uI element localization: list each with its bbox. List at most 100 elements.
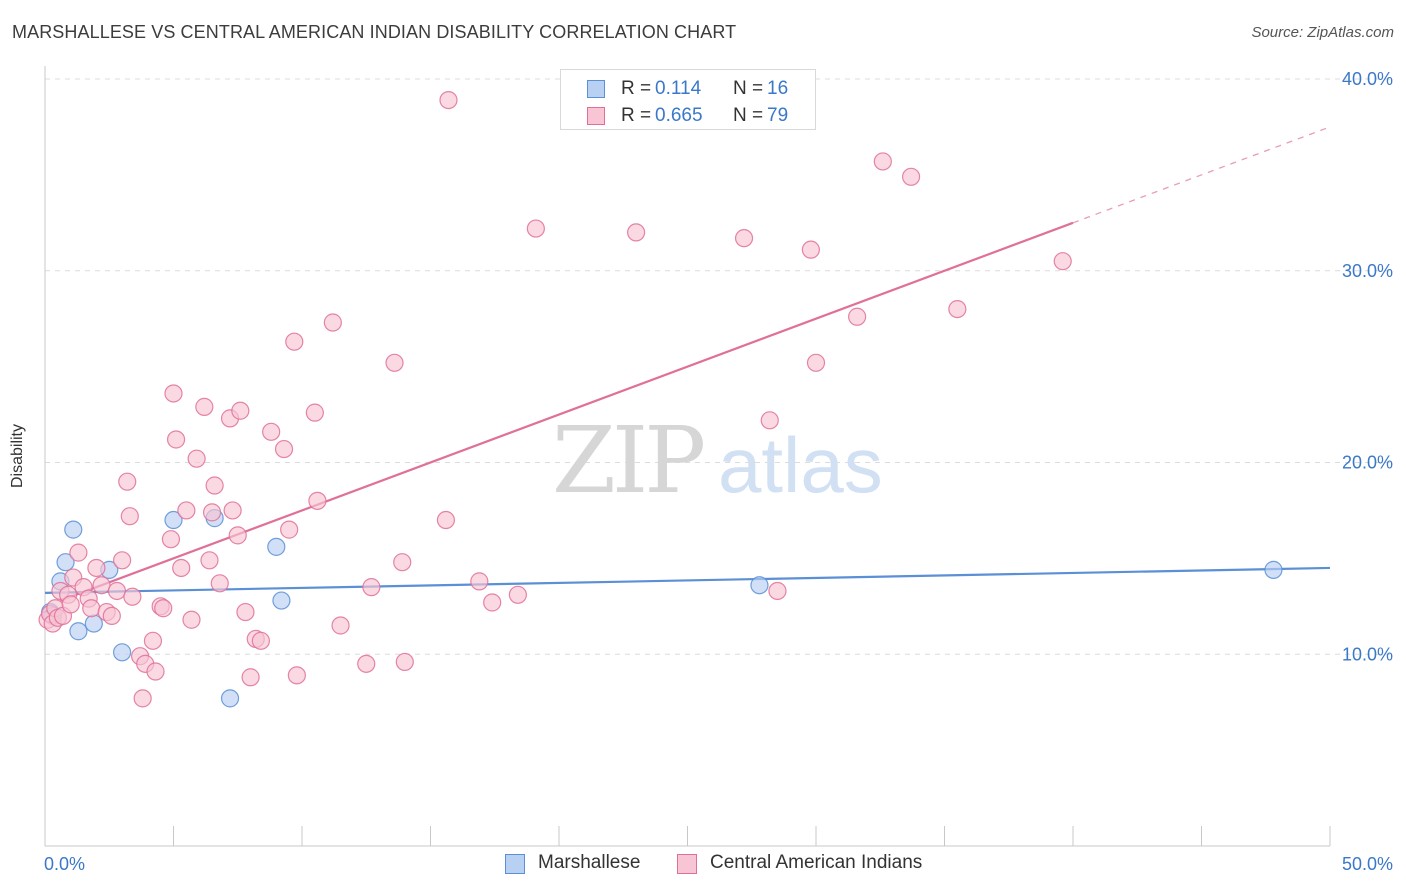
legend-swatch-central-american [677,854,697,874]
point-central-american [760,411,779,430]
tick-labels: 10.0% 20.0% 30.0% 40.0% 0.0% 50.0% [44,69,1393,874]
point-central-american [228,526,247,545]
point-central-american [274,439,294,459]
watermark-atlas: atlas [718,421,883,509]
legend-label-central-american: Central American Indians [710,852,923,873]
legend-swatch-marshallese [505,854,525,874]
x-tick-label-min: 0.0% [44,854,85,874]
point-marshallese [1264,560,1283,579]
point-central-american [262,422,281,441]
r-value: 0.665 [655,105,703,126]
point-central-american [305,403,324,422]
point-central-american [69,543,88,562]
point-central-american [280,520,299,539]
point-central-american [120,507,139,526]
point-central-american [948,300,967,319]
gridlines [45,78,1392,655]
x-tick-label-max: 50.0% [1342,854,1393,874]
trend-extension-central-american [1072,126,1331,224]
point-central-american [143,631,163,650]
point-central-american [164,384,183,403]
point-central-american [508,585,527,604]
point-central-american [102,606,121,626]
point-central-american [308,491,327,510]
n-value: 16 [767,78,789,99]
legend-swatch-central-american [587,107,605,125]
chart-title: MARSHALLESE VS CENTRAL AMERICAN INDIAN D… [12,22,737,42]
point-marshallese [272,591,291,610]
point-central-american [251,631,270,650]
y-tick-label: 10.0% [1342,644,1393,664]
point-central-american [107,581,127,601]
point-marshallese [56,553,75,572]
point-central-american [172,558,191,578]
point-central-american [436,510,456,530]
point-central-american [285,332,304,351]
point-marshallese [64,520,83,539]
point-central-american [112,551,132,570]
legend-swatch-marshallese [587,80,605,98]
point-central-american [331,616,350,635]
point-central-american [195,397,214,416]
point-marshallese [750,576,769,595]
point-central-american [768,581,787,601]
point-central-american [1053,252,1072,271]
point-central-american [848,307,867,326]
point-central-american [205,476,224,495]
r-label: R = [621,105,652,126]
n-value: 79 [767,105,789,126]
point-central-american [118,472,137,491]
y-tick-label: 40.0% [1342,69,1393,89]
point-central-american [395,652,414,672]
stats-legend: R = 0.114 N = 16 R = 0.665 N = 79 [560,69,816,130]
point-marshallese [267,537,286,556]
point-central-american [133,689,152,708]
point-central-american [182,610,201,629]
point-central-american [200,551,219,570]
n-label: N = [733,78,764,99]
point-central-american [287,666,306,685]
point-central-american [526,219,545,238]
axes [44,66,1331,847]
point-central-american [161,530,181,549]
r-label: R = [621,78,652,99]
point-marshallese [220,689,240,708]
point-central-american [166,430,186,449]
point-central-american [146,662,165,681]
chart-source: Source: ZipAtlas.com [1251,24,1394,41]
legend-label-marshallese: Marshallese [538,852,641,873]
point-central-american [626,223,646,242]
point-marshallese [112,643,132,662]
point-central-american [236,602,255,622]
trend-line-central-american [60,221,1074,602]
point-central-american [241,668,260,687]
r-value: 0.114 [655,78,702,99]
point-central-american [187,449,206,468]
point-central-american [154,599,173,618]
point-central-american [734,229,754,248]
point-central-american [177,501,196,520]
trend-line-marshallese [44,566,1331,594]
point-central-american [223,501,242,520]
data-points [38,90,1283,708]
point-central-american [873,152,892,171]
point-central-american [61,595,80,614]
point-central-american [87,558,106,578]
point-central-american [439,90,458,110]
point-central-american [362,578,381,597]
point-central-american [92,576,111,595]
point-marshallese [164,510,183,530]
point-central-american [470,572,489,591]
n-label: N = [733,105,764,126]
point-central-american [231,401,250,420]
point-central-american [82,599,101,618]
point-central-american [393,553,412,572]
y-tick-label: 30.0% [1342,261,1393,281]
point-central-american [357,654,376,673]
point-central-american [210,574,229,593]
point-central-american [806,353,826,372]
point-central-american [801,240,820,259]
point-marshallese [69,622,88,641]
point-central-american [385,353,404,372]
